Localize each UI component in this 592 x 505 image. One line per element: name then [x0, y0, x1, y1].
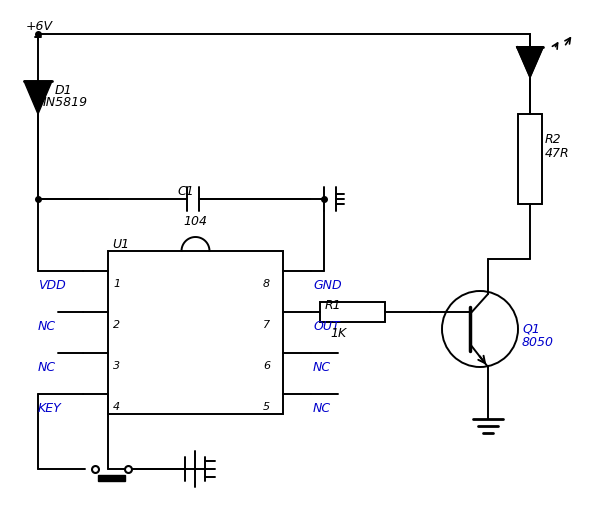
Text: D1: D1 — [55, 84, 73, 97]
Text: 2: 2 — [113, 320, 120, 329]
Circle shape — [442, 291, 518, 367]
Polygon shape — [517, 48, 543, 78]
Text: 6: 6 — [263, 360, 270, 370]
Text: 3: 3 — [113, 360, 120, 370]
Bar — [108, 251, 283, 414]
Text: NC: NC — [38, 360, 56, 373]
Text: Q1: Q1 — [522, 321, 540, 334]
Text: NC: NC — [313, 360, 331, 373]
Text: OUT: OUT — [313, 320, 340, 332]
Text: 1: 1 — [113, 279, 120, 289]
Text: 8050: 8050 — [522, 335, 554, 348]
Text: 47R: 47R — [545, 147, 570, 160]
Text: 1K: 1K — [330, 326, 346, 339]
Text: 4: 4 — [113, 401, 120, 411]
Bar — [98, 475, 125, 481]
Text: GND: GND — [313, 279, 342, 292]
Text: NC: NC — [38, 320, 56, 332]
Text: KEY: KEY — [38, 401, 62, 414]
Bar — [320, 302, 385, 323]
Polygon shape — [24, 82, 52, 115]
Text: 104: 104 — [183, 215, 207, 228]
Text: +6V: +6V — [26, 20, 53, 33]
Bar — [518, 115, 542, 205]
Text: NC: NC — [313, 401, 331, 414]
Text: C1: C1 — [177, 185, 194, 197]
Text: 8: 8 — [263, 279, 270, 289]
Text: 5: 5 — [263, 401, 270, 411]
Text: R1: R1 — [325, 298, 342, 312]
Text: VDD: VDD — [38, 279, 66, 292]
Text: U1: U1 — [112, 237, 129, 250]
Text: 7: 7 — [263, 320, 270, 329]
Text: IN5819: IN5819 — [43, 96, 88, 109]
Text: R2: R2 — [545, 133, 562, 146]
